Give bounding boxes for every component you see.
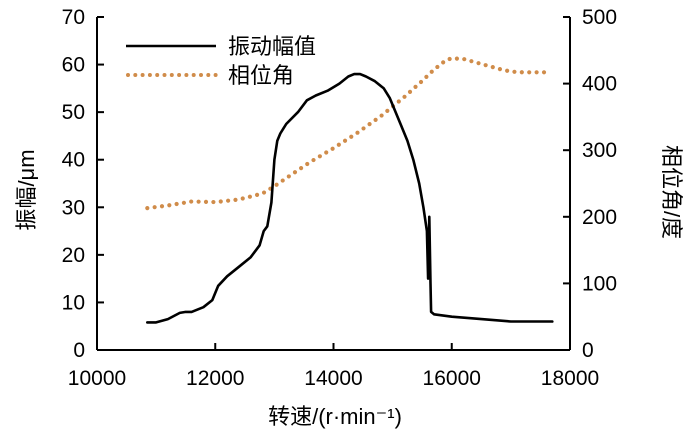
y-left-tick-label: 50 [62,101,85,124]
y-left-tick-label: 0 [73,339,85,362]
y-right-tick-label: 200 [582,206,617,229]
x-axis-label: 转速/(r·min⁻¹) [268,404,402,429]
y-right-tick-label: 500 [582,6,617,29]
x-tick-label: 16000 [423,367,481,390]
y-right-tick-label: 400 [582,73,617,96]
y-axis-label-right: 相位角/度 [659,145,684,239]
legend: 振动幅值 相位角 [126,34,316,88]
x-tick-label: 18000 [541,367,599,390]
x-tick-label: 12000 [186,367,244,390]
x-tick-label: 10000 [68,367,126,390]
series-line-amplitude [146,72,554,324]
y-left-tick-label: 20 [62,244,85,267]
series-line-phase [145,56,549,211]
y-right-tick-label: 100 [582,272,617,295]
x-tick-label: 14000 [304,367,362,390]
y-left-tick-label: 30 [62,196,85,219]
y-left-tick-label: 10 [62,291,85,314]
y-left-tick-label: 60 [62,54,85,77]
y-left-tick-label: 40 [62,149,85,172]
y-right-tick-label: 300 [582,139,617,162]
legend-label-amplitude: 振动幅值 [228,34,316,59]
y-left-tick-label: 70 [62,6,85,29]
y-axis-label-left: 振幅/μm [14,149,39,230]
legend-label-phase: 相位角 [228,63,294,88]
y-right-tick-label: 0 [582,339,594,362]
